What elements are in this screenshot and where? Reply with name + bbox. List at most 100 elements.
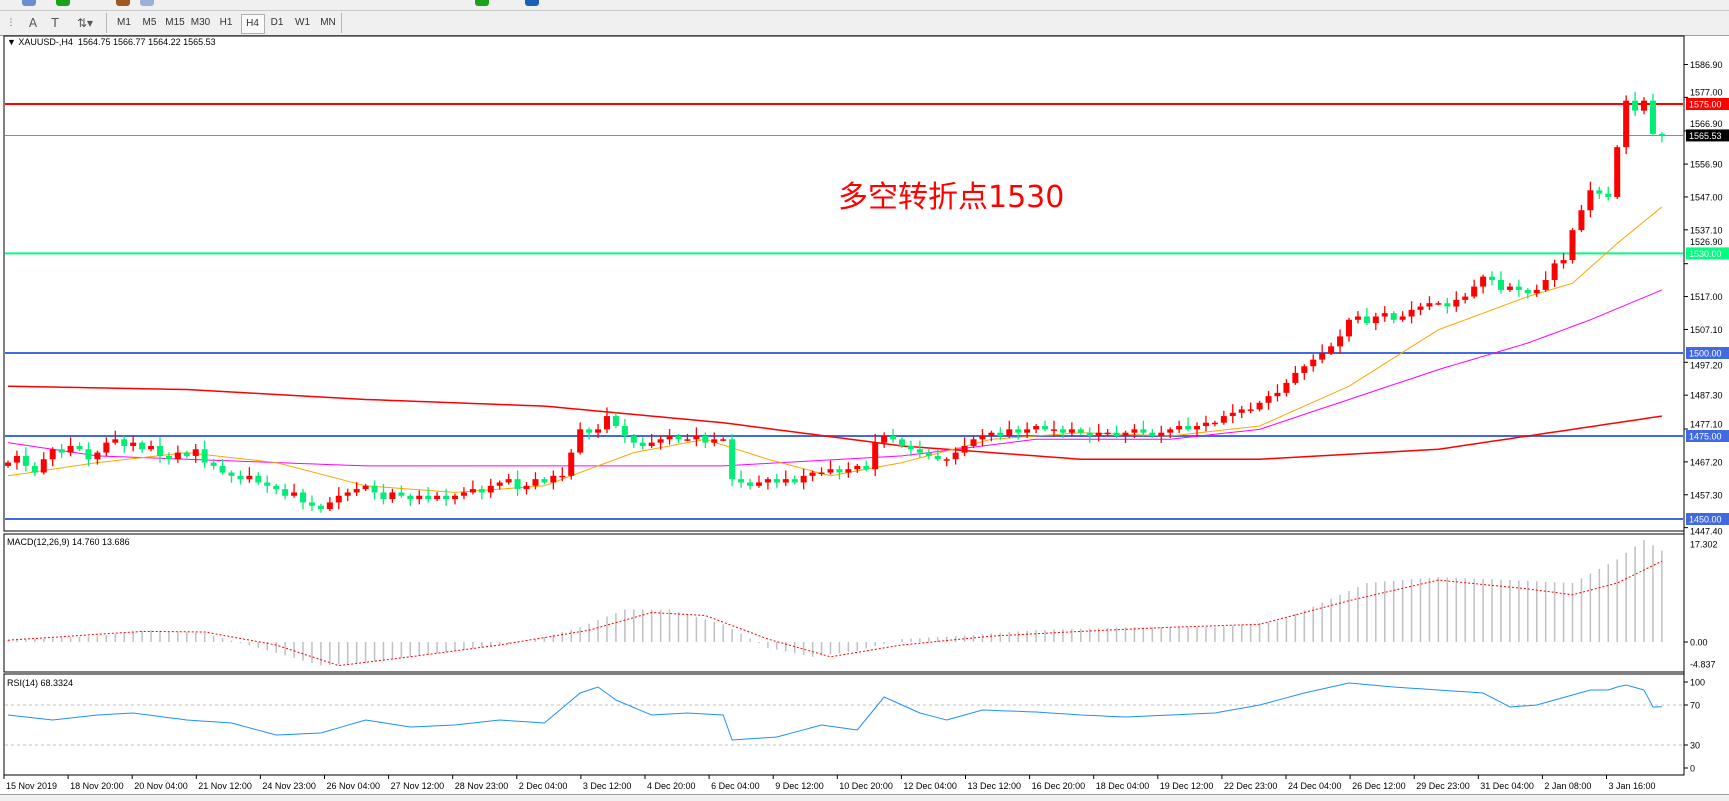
candle-bull bbox=[1435, 303, 1442, 305]
candle-bull bbox=[961, 445, 968, 453]
candle-bull bbox=[595, 429, 602, 433]
rsi-axis-label: 70 bbox=[1690, 701, 1700, 711]
candle-bear bbox=[165, 455, 172, 460]
candle-bull bbox=[192, 449, 199, 456]
candle-bull bbox=[67, 445, 74, 453]
rsi-line bbox=[7, 682, 1662, 741]
status-strip bbox=[0, 794, 1729, 801]
timeframe-d1[interactable]: D1 bbox=[270, 17, 284, 28]
globe-icon[interactable] bbox=[525, 0, 539, 6]
timeframe-m30[interactable]: M30 bbox=[190, 17, 211, 28]
time-label: 6 Dec 04:00 bbox=[711, 781, 760, 791]
time-label: 21 Nov 12:00 bbox=[198, 781, 252, 791]
candle-bull bbox=[943, 459, 950, 461]
candle-bear bbox=[907, 445, 914, 450]
moving-average-magenta bbox=[7, 289, 1663, 467]
candle-bear bbox=[255, 475, 262, 483]
candle-bull bbox=[49, 449, 56, 460]
candle-bull bbox=[1220, 416, 1227, 423]
macd-pane bbox=[3, 533, 1685, 673]
timeframe-mn[interactable]: MN bbox=[320, 17, 336, 28]
candle-bear bbox=[1632, 100, 1639, 111]
candle-bull bbox=[434, 495, 441, 500]
candle-bull bbox=[693, 436, 700, 440]
candle-bear bbox=[1596, 190, 1603, 194]
candle-bull bbox=[881, 436, 888, 443]
candle-bull bbox=[1641, 100, 1648, 111]
candle-bear bbox=[1015, 429, 1022, 433]
candle-bull bbox=[326, 502, 333, 510]
new-order-icon[interactable] bbox=[56, 0, 70, 6]
candle-bear bbox=[916, 449, 923, 453]
price-label: 1447.40 bbox=[1690, 527, 1723, 537]
candle-bull bbox=[174, 452, 181, 460]
expert-icon[interactable] bbox=[116, 0, 130, 6]
add-icon[interactable] bbox=[475, 0, 489, 6]
candle-bear bbox=[85, 449, 92, 460]
candle-bear bbox=[639, 442, 646, 446]
candle-bull bbox=[684, 439, 691, 441]
candle-bear bbox=[630, 436, 637, 443]
candle-bull bbox=[1399, 316, 1406, 320]
timeframe-h1[interactable]: H1 bbox=[219, 17, 233, 28]
triangle-down-icon[interactable]: ▼ bbox=[7, 37, 19, 47]
candle-bull bbox=[711, 439, 718, 443]
candle-bull bbox=[291, 492, 298, 496]
window-icon[interactable] bbox=[140, 0, 154, 6]
candle-bull bbox=[5, 462, 11, 466]
candle-bear bbox=[702, 436, 709, 443]
candle-bull bbox=[1453, 299, 1460, 307]
time-label: 26 Dec 12:00 bbox=[1352, 781, 1406, 791]
arrows-icon[interactable]: ⇅▾ bbox=[76, 16, 94, 30]
time-label: 29 Dec 23:00 bbox=[1416, 781, 1470, 791]
candle-bull bbox=[1346, 319, 1352, 337]
candle-bear bbox=[76, 445, 83, 450]
candle-bear bbox=[1605, 193, 1612, 197]
candle-bear bbox=[201, 449, 208, 463]
candle-bull bbox=[1310, 359, 1317, 367]
text-label-icon[interactable]: T bbox=[51, 16, 59, 30]
price-tag-1530.00: 1530.00 bbox=[1689, 249, 1722, 259]
symbol: XAUUSD-,H4 bbox=[18, 37, 73, 47]
price-label: 1457.30 bbox=[1690, 490, 1723, 500]
candle-bull bbox=[1256, 402, 1263, 410]
candle-bull bbox=[335, 495, 342, 503]
candle-bull bbox=[1202, 422, 1209, 427]
candle-bear bbox=[1059, 429, 1066, 433]
price-tag-1475.00: 1475.00 bbox=[1689, 432, 1722, 442]
candle-bull bbox=[1247, 409, 1254, 411]
text-icon[interactable]: A bbox=[28, 16, 38, 30]
main-toolbar bbox=[0, 0, 1729, 11]
candle-bull bbox=[657, 439, 664, 443]
timeframe-m15[interactable]: M15 bbox=[165, 17, 185, 28]
close-value: 1565.53 bbox=[183, 37, 216, 47]
price-tag-1500.00: 1500.00 bbox=[1689, 349, 1722, 359]
candle-bull bbox=[532, 479, 539, 486]
zoom-icon[interactable] bbox=[22, 0, 36, 6]
timeframe-m1[interactable]: M1 bbox=[117, 17, 131, 28]
chart-annotation[interactable]: 多空转折点1530 bbox=[838, 180, 1065, 215]
candle-bull bbox=[246, 475, 253, 480]
timeframe-h4[interactable]: H4 bbox=[240, 14, 265, 34]
price-tag-bg bbox=[1686, 347, 1729, 359]
high-value: 1566.77 bbox=[113, 37, 146, 47]
rsi-axis-label: 30 bbox=[1690, 741, 1700, 751]
time-label: 2 Jan 08:00 bbox=[1544, 781, 1591, 791]
candle-bull bbox=[469, 489, 476, 493]
candle-bear bbox=[1390, 313, 1397, 320]
candle-bear bbox=[300, 492, 307, 503]
rsi-axis-label: 100 bbox=[1690, 678, 1705, 688]
timeframe-m5[interactable]: M5 bbox=[142, 17, 157, 28]
price-label: 1577.00 bbox=[1690, 88, 1723, 98]
fibonacci-icon[interactable]: ⋮ bbox=[6, 18, 16, 28]
candle-bull bbox=[1533, 289, 1540, 294]
time-label: 3 Jan 16:00 bbox=[1609, 781, 1656, 791]
candle-bear bbox=[729, 439, 736, 480]
moving-average-orange bbox=[7, 206, 1663, 493]
candle-bull bbox=[1006, 429, 1013, 436]
candle-bull bbox=[1033, 426, 1040, 430]
candle-bull bbox=[505, 479, 512, 483]
timeframe-w1[interactable]: W1 bbox=[295, 17, 310, 28]
macd-axis-label: 17.302 bbox=[1690, 540, 1718, 550]
